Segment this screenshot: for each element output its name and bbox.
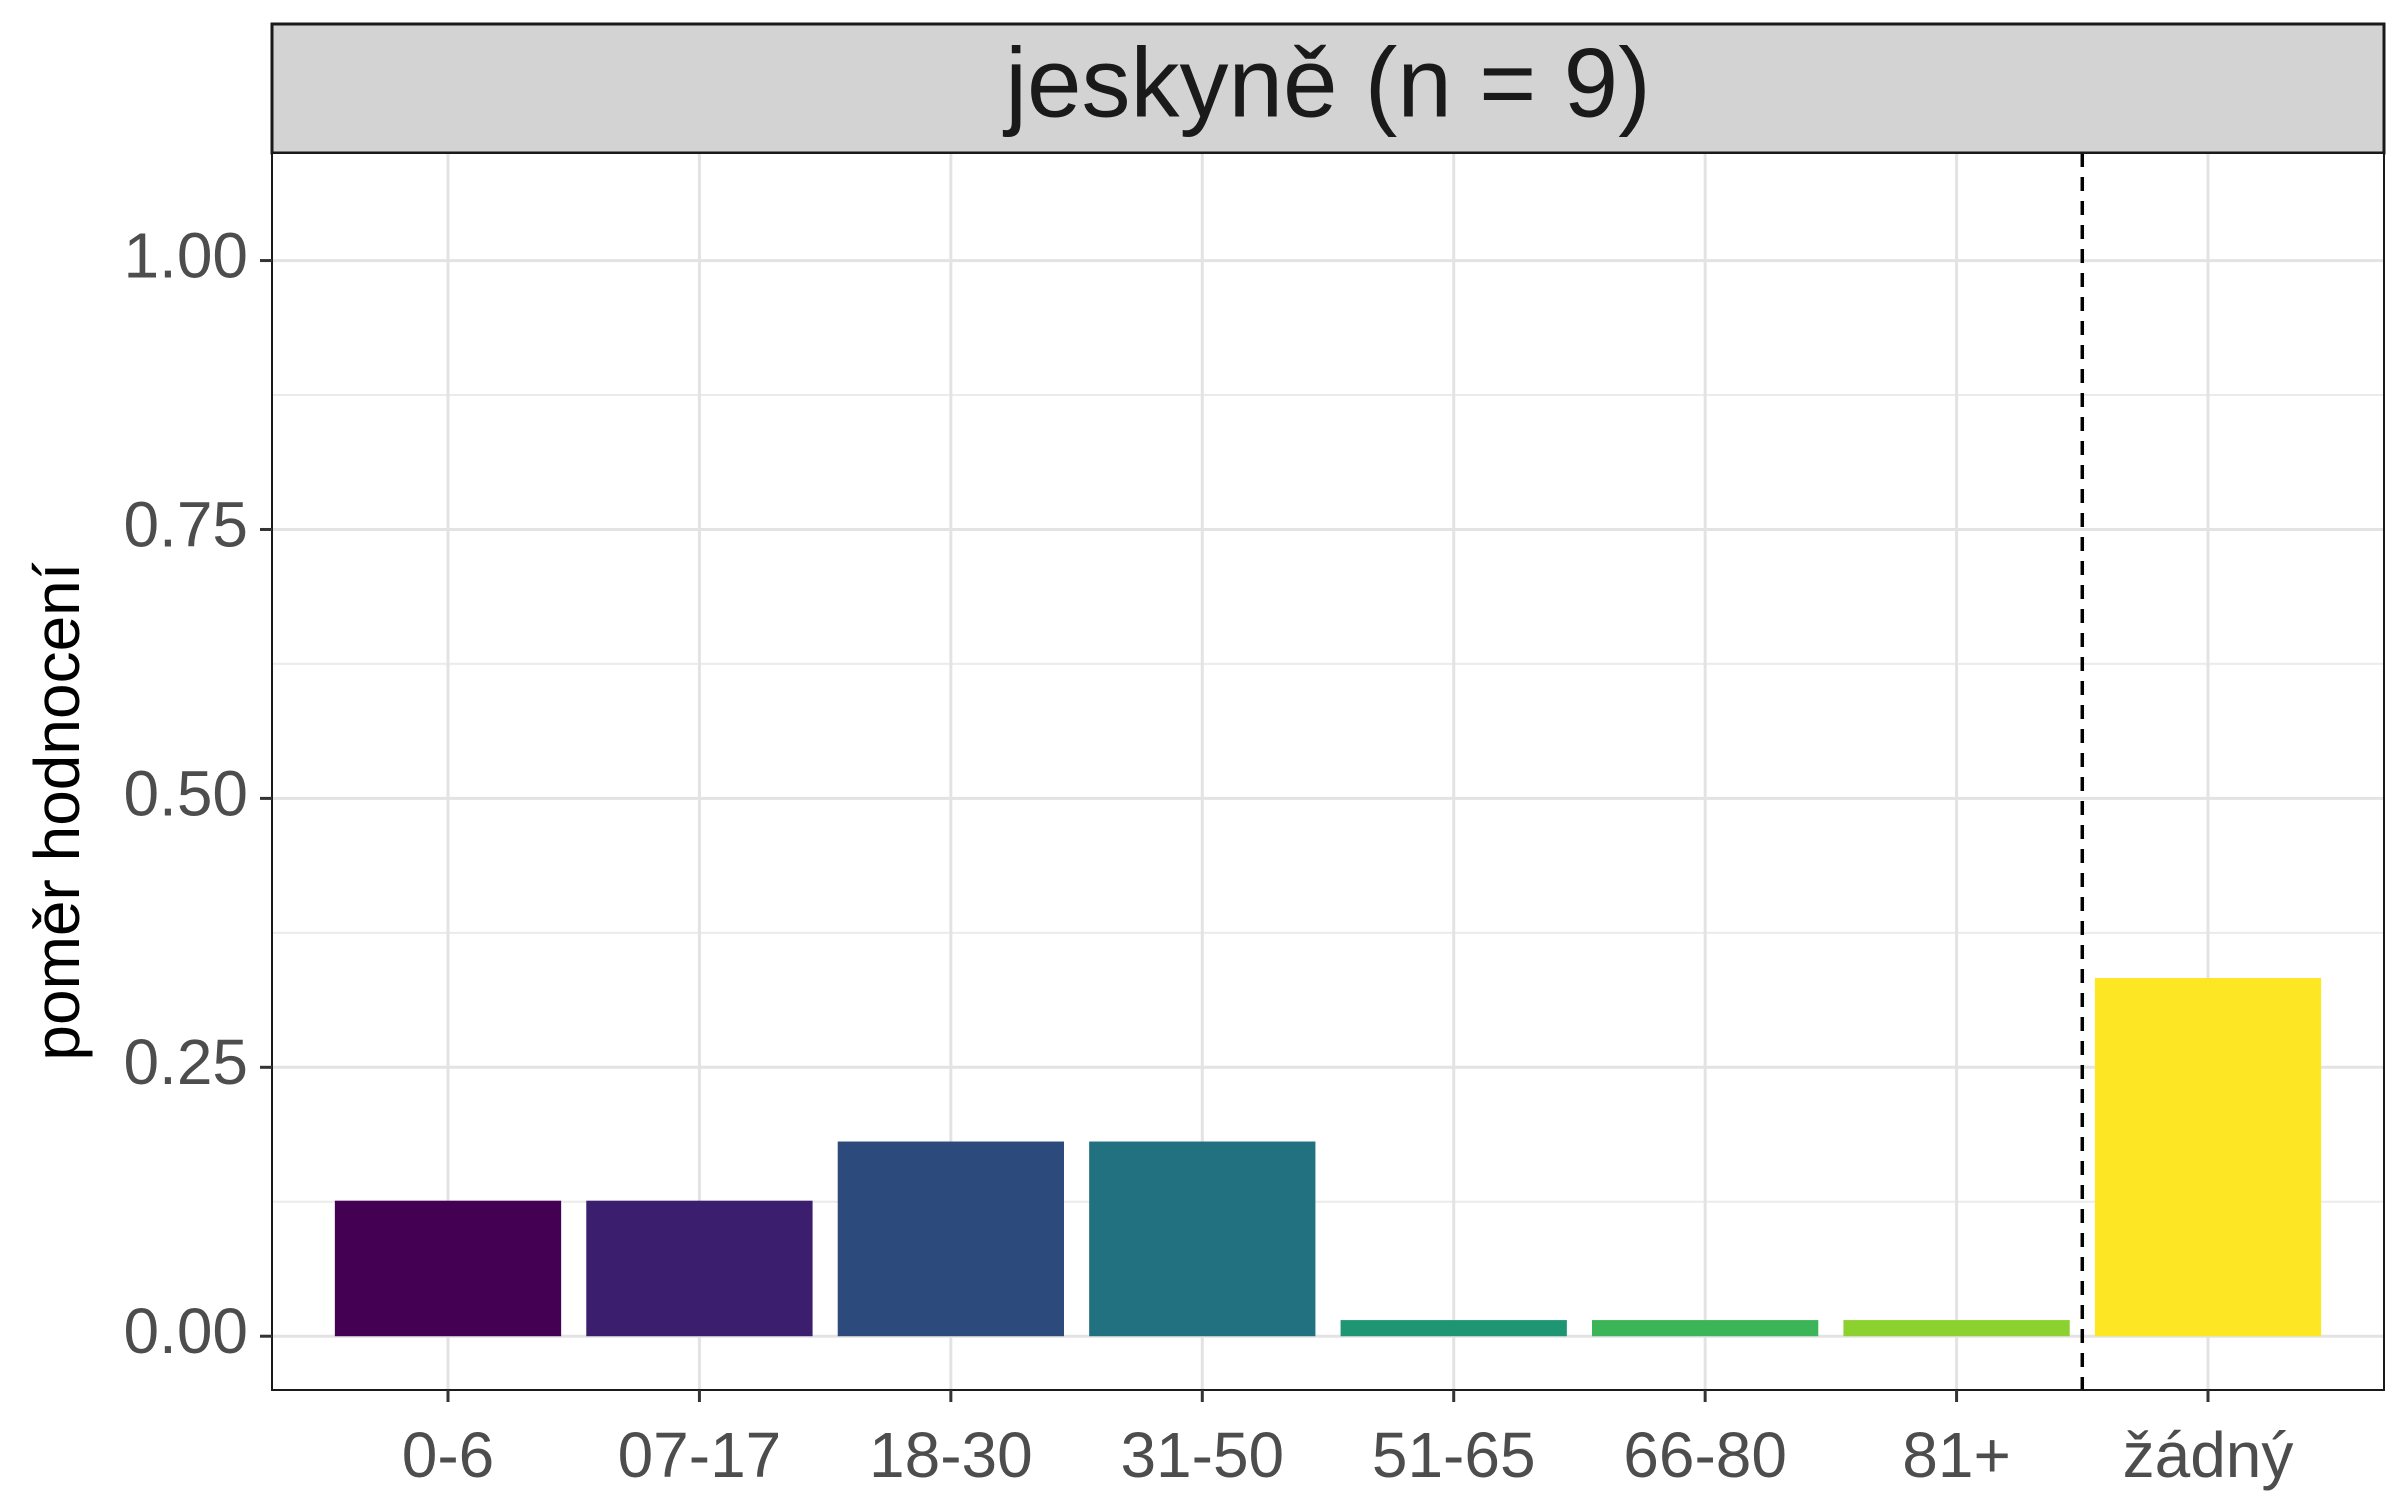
- bar-51-65: [1340, 1320, 1567, 1337]
- x-tick-label: 07-17: [618, 1419, 782, 1491]
- x-tick-label: 0-6: [402, 1419, 495, 1491]
- bar-0-6: [334, 1200, 562, 1337]
- x-tick-label: 81+: [1902, 1419, 2011, 1491]
- bars: [334, 978, 2322, 1337]
- y-axis: 0.00 0.25 0.50 0.75 1.00: [123, 219, 272, 1367]
- plot-panel: [271, 152, 2385, 1391]
- x-tick-label: 31-50: [1120, 1419, 1284, 1491]
- y-tick-label: 0.00: [123, 1295, 248, 1367]
- x-tick-label: 18-30: [869, 1419, 1033, 1491]
- minor-gridlines: [272, 394, 2384, 1203]
- x-tick-label: 51-65: [1372, 1419, 1536, 1491]
- y-axis-title: poměr hodnocení: [21, 562, 93, 1060]
- bar-07-17: [586, 1200, 813, 1337]
- x-tick-label: žádný: [2123, 1419, 2294, 1491]
- x-axis: 0-6 07-17 18-30 31-50 51-65 66-80 81+ žádný: [402, 1390, 2294, 1491]
- facet-strip-title: jeskyně (n = 9): [1002, 27, 1650, 137]
- y-tick-label: 1.00: [123, 219, 248, 291]
- major-gridlines: [272, 153, 2384, 1390]
- bar-žádný: [2094, 978, 2322, 1337]
- bar-81+: [1843, 1320, 2070, 1337]
- y-tick-label: 0.25: [123, 1026, 248, 1098]
- bar-31-50: [1089, 1141, 1316, 1337]
- plot-panel-background: [272, 153, 2384, 1390]
- x-tick-label: 66-80: [1623, 1419, 1787, 1491]
- bar-66-80: [1592, 1320, 1819, 1337]
- facet-strip: jeskyně (n = 9): [270, 22, 2386, 155]
- bar-18-30: [837, 1141, 1064, 1337]
- y-tick-label: 0.75: [123, 488, 248, 560]
- facet-strip-background: [270, 22, 2386, 155]
- y-tick-label: 0.50: [123, 757, 248, 829]
- plot-panel-border: [271, 152, 2385, 1391]
